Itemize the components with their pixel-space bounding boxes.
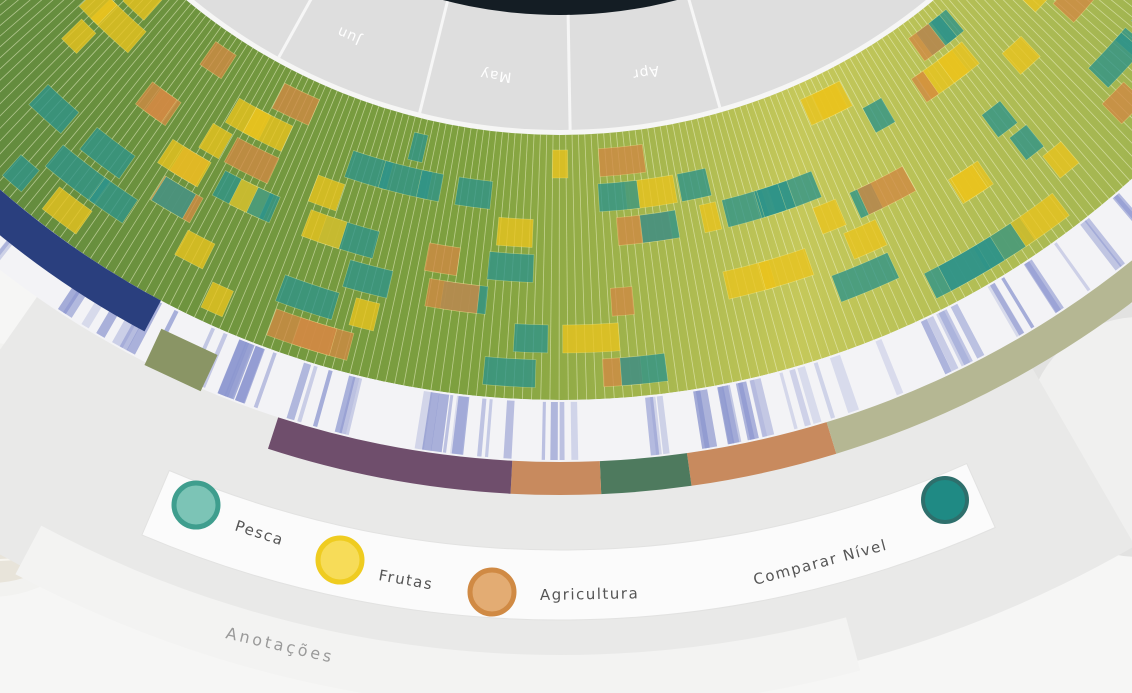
- heat-cell: [598, 180, 640, 211]
- page: JunMayApr PescaFrutasAgriculturaComparar…: [0, 0, 1132, 693]
- legend-label[interactable]: Agricultura: [540, 584, 640, 604]
- heat-cell: [563, 323, 621, 353]
- heat-cell: [482, 357, 536, 388]
- heat-cell: [598, 144, 646, 176]
- heat-cell: [677, 168, 712, 202]
- strip-mark: [560, 402, 565, 460]
- legend-toggle[interactable]: [470, 570, 514, 614]
- heat-cell: [487, 251, 534, 282]
- group-segment: [511, 461, 602, 495]
- strip-mark: [571, 402, 579, 460]
- heat-cell: [610, 286, 634, 316]
- legend-toggle[interactable]: [318, 538, 362, 582]
- legend-toggle[interactable]: [174, 483, 218, 527]
- radial-view: JunMayApr PescaFrutasAgriculturaComparar…: [0, 0, 1132, 693]
- heat-cell: [424, 243, 460, 276]
- heat-cell: [513, 324, 548, 353]
- heat-cell: [455, 177, 493, 209]
- compare-toggle[interactable]: [923, 478, 967, 522]
- heat-cell: [620, 353, 668, 385]
- month-divider: [568, 15, 570, 130]
- heat-cell: [552, 150, 568, 178]
- heat-cell: [640, 210, 680, 243]
- heat-cell: [496, 217, 533, 247]
- strip-mark: [550, 402, 558, 460]
